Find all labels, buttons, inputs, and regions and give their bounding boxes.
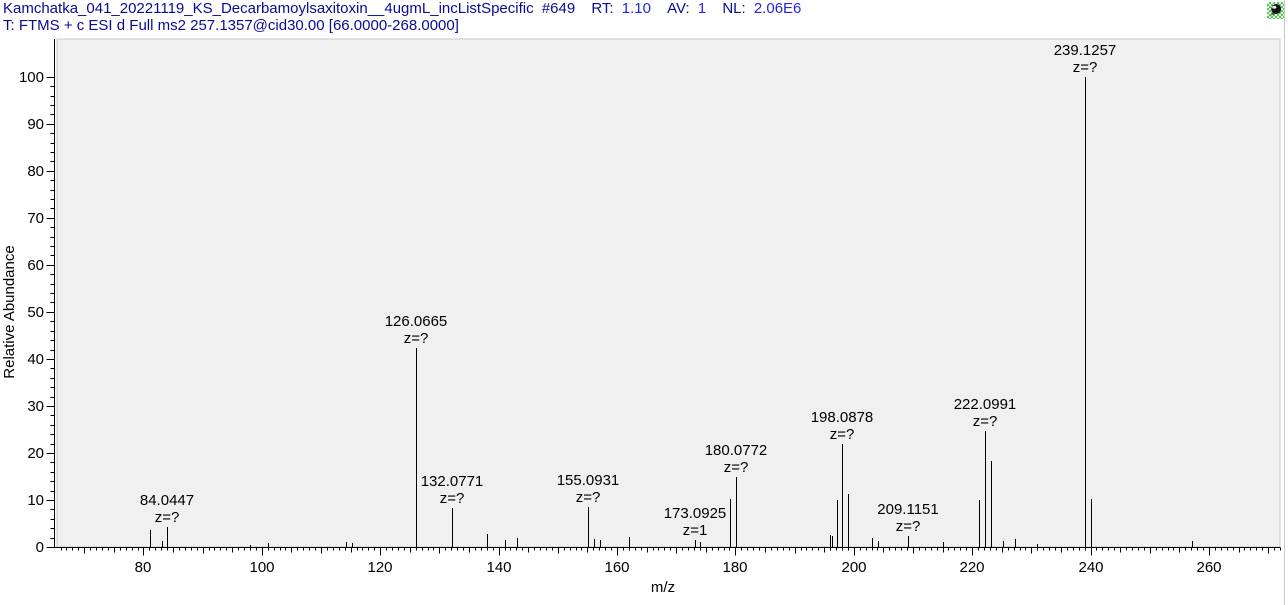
- peak-charge-label: z=?: [896, 518, 921, 535]
- peak-labels-layer: 80 100 120 140 160 180 200 220 240 260 0 10 20 30 40 50…: [19, 42, 1222, 576]
- peak-mass-label: 155.0931: [557, 472, 620, 489]
- x-tick-label: 240: [1078, 559, 1103, 576]
- peak-mass-label: 84.0447: [140, 492, 194, 509]
- x-tick-label: 160: [604, 559, 629, 576]
- x-axis-title: m/z: [651, 579, 675, 596]
- peak-mass-label: 239.1257: [1054, 42, 1117, 59]
- peak-charge-label: z=?: [576, 489, 601, 506]
- peaks-layer: [150, 77, 1193, 548]
- peak-charge-label: z=?: [155, 509, 180, 526]
- y-tick-label: 30: [27, 398, 44, 415]
- x-tick-label: 180: [722, 559, 747, 576]
- nl-label: NL:: [722, 0, 746, 17]
- y-tick-label: 40: [27, 351, 44, 368]
- scan-filter: T: FTMS + c ESI d Full ms2 257.1357@cid3…: [3, 17, 459, 34]
- pushpin-glyph: [1270, 4, 1282, 16]
- y-tick-label: 0: [36, 539, 44, 556]
- y-tick-label: 90: [27, 116, 44, 133]
- nl-value: 2.06E6: [753, 0, 802, 17]
- av-value: 1: [697, 0, 707, 17]
- peak-charge-label: z=?: [404, 330, 429, 347]
- peak-charge-label: z=?: [724, 459, 749, 476]
- scan-header: Kamchatka_041_20221119_KS_Decarbamoylsax…: [3, 0, 801, 34]
- y-tick-label: 10: [27, 492, 44, 509]
- peak-mass-label: 173.0925: [664, 505, 727, 522]
- scan-title: Kamchatka_041_20221119_KS_Decarbamoylsax…: [3, 0, 534, 17]
- y-tick-label: 80: [27, 163, 44, 180]
- x-tick-label: 220: [959, 559, 984, 576]
- peak-mass-label: 126.0665: [385, 313, 448, 330]
- x-tick-label: 200: [841, 559, 866, 576]
- x-tick-label: 140: [486, 559, 511, 576]
- peak-mass-label: 198.0878: [811, 409, 874, 426]
- peak-mass-label: 180.0772: [705, 442, 768, 459]
- scan-number: #649: [541, 0, 576, 17]
- scan-header-line1: Kamchatka_041_20221119_KS_Decarbamoylsax…: [3, 0, 801, 17]
- pushpin-point: [1270, 12, 1275, 16]
- plot-background: [56, 38, 1281, 548]
- x-tick-label: 100: [249, 559, 274, 576]
- av-label: AV:: [667, 0, 690, 17]
- rt-label: RT:: [591, 0, 614, 17]
- peak-mass-label: 209.1151: [877, 501, 938, 518]
- peak-charge-label: z=?: [973, 413, 998, 430]
- y-tick-label: 70: [27, 210, 44, 227]
- pin-icon[interactable]: [1267, 2, 1284, 19]
- y-tick-label: 100: [19, 69, 44, 86]
- peak-charge-label: z=?: [830, 426, 855, 443]
- x-tick-label: 80: [135, 559, 152, 576]
- x-tick-label: 120: [367, 559, 392, 576]
- peak-charge-label: z=1: [683, 522, 708, 539]
- rt-value: 1.10: [621, 0, 651, 17]
- peak-mass-label: 222.0991: [954, 396, 1017, 413]
- pushpin-shine: [1272, 5, 1277, 9]
- y-tick-label: 50: [27, 304, 44, 321]
- plot-background-layer: [56, 38, 1281, 548]
- y-axis-title: Relative Abundance: [1, 245, 18, 378]
- peak-charge-label: z=?: [440, 490, 465, 507]
- peak-mass-label: 132.0771: [421, 473, 484, 490]
- scan-header-line2: T: FTMS + c ESI d Full ms2 257.1357@cid3…: [3, 17, 801, 34]
- y-tick-label: 60: [27, 257, 44, 274]
- axes-layer: [46, 39, 1281, 556]
- peak-charge-label: z=?: [1073, 59, 1098, 76]
- x-tick-label: 260: [1196, 559, 1221, 576]
- pane-border: [1284, 0, 1285, 605]
- y-tick-label: 20: [27, 445, 44, 462]
